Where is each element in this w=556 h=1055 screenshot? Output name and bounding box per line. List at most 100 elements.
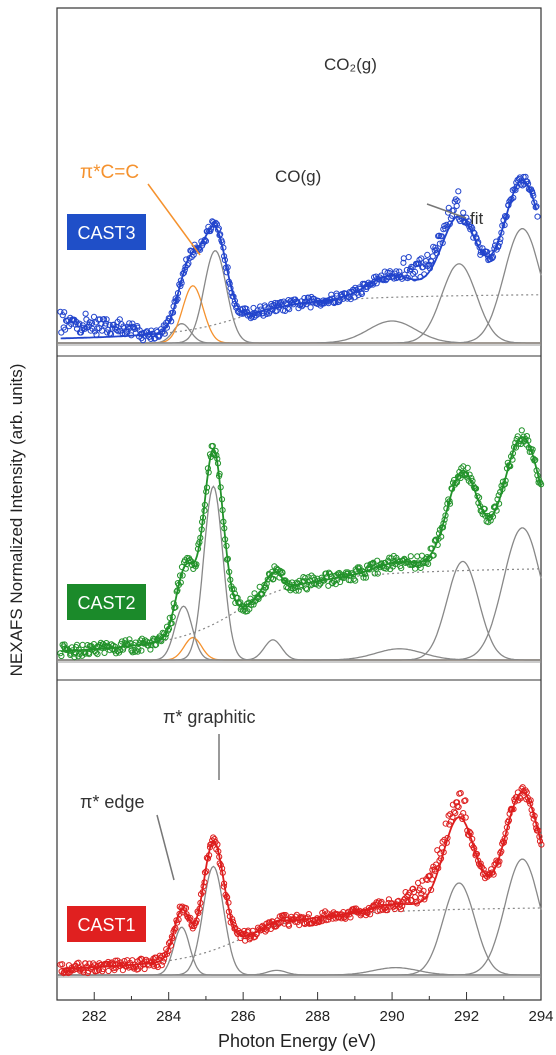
data-point (199, 514, 207, 521)
data-point (474, 493, 481, 500)
data-point (467, 830, 474, 837)
data-point (160, 958, 167, 965)
data-point (168, 318, 175, 325)
data-point (191, 922, 198, 930)
data-point (257, 306, 264, 313)
data-point (182, 905, 190, 912)
data-point (531, 457, 538, 464)
data-point (174, 587, 181, 594)
data-point (217, 231, 224, 238)
data-point (138, 647, 145, 654)
data-point (347, 296, 354, 303)
data-point (130, 965, 138, 972)
data-point (318, 918, 326, 925)
annotation-pi-cc: π*C=C (80, 162, 139, 183)
data-point (166, 614, 173, 622)
data-point (418, 255, 425, 262)
data-point (206, 852, 213, 859)
data-point (505, 817, 512, 824)
data-point (205, 469, 212, 476)
data-point (499, 486, 506, 493)
data-point (428, 876, 436, 883)
data-point (450, 808, 458, 815)
data-point (538, 841, 545, 848)
data-point (82, 960, 89, 967)
data-point (508, 453, 515, 460)
sample-label-cast1: CAST1 (77, 915, 135, 935)
data-point (536, 838, 544, 845)
data-point (121, 958, 128, 965)
data-point (168, 620, 175, 627)
data-point (286, 306, 293, 313)
data-point (464, 464, 471, 471)
data-point (469, 835, 476, 843)
data-point (534, 472, 541, 479)
data-point (220, 244, 227, 251)
data-point (426, 265, 433, 272)
data-point (302, 575, 309, 582)
data-point (229, 918, 237, 926)
data-point (114, 957, 121, 964)
peak-component (57, 485, 541, 661)
data-point (532, 204, 539, 211)
data-point (201, 869, 209, 876)
data-point (135, 646, 142, 653)
data-point (126, 636, 133, 643)
data-point (145, 958, 152, 965)
data-point (462, 470, 469, 477)
data-point (502, 477, 509, 484)
data-point (400, 259, 407, 266)
data-point (136, 640, 143, 647)
data-point (211, 221, 218, 228)
x-axis-label: Photon Energy (eV) (218, 1031, 376, 1051)
data-point (495, 242, 502, 249)
data-point (150, 963, 158, 970)
data-point (460, 209, 467, 216)
data-point (442, 820, 449, 827)
series-layer (57, 173, 545, 978)
data-point (134, 648, 141, 655)
data-point (323, 570, 330, 577)
data-point (194, 545, 202, 553)
data-point (472, 485, 480, 492)
data-point (436, 240, 443, 247)
data-point (201, 507, 208, 514)
data-point (190, 251, 197, 258)
data-point (501, 222, 508, 229)
data-point (174, 296, 181, 303)
data-point (378, 560, 385, 567)
data-point (270, 575, 277, 583)
x-ticks: 282 284 286 288 290 292 294 (82, 992, 554, 1025)
peak-component (57, 285, 541, 344)
data-point (503, 213, 510, 220)
data-point (533, 203, 540, 210)
data-point (477, 860, 484, 867)
data-point (98, 327, 106, 334)
data-point (337, 578, 344, 586)
data-point (203, 488, 210, 495)
data-point (163, 324, 170, 331)
data-point (248, 313, 255, 320)
data-point (200, 883, 207, 890)
data-point (220, 883, 227, 890)
peak-component (57, 858, 542, 976)
data-point (395, 897, 402, 905)
data-point (470, 229, 477, 236)
x-tick-label: 288 (305, 1008, 330, 1025)
data-point (489, 513, 497, 520)
data-point (224, 264, 231, 271)
data-point (171, 926, 178, 933)
data-point (407, 553, 414, 560)
data-point (226, 568, 233, 576)
data-point (421, 896, 428, 903)
data-point (174, 919, 181, 926)
data-point (206, 451, 214, 458)
data-point (490, 871, 497, 878)
edge-step (150, 907, 541, 964)
x-tick-label: 290 (380, 1008, 405, 1025)
data-point (489, 253, 497, 261)
data-point (141, 965, 148, 973)
annotation-pi-edge: π* edge (80, 792, 144, 812)
data-point (361, 571, 368, 578)
data-point (468, 475, 475, 482)
